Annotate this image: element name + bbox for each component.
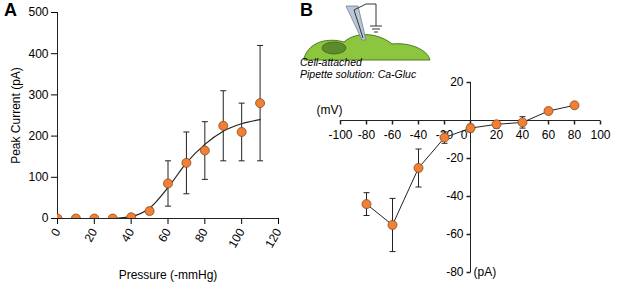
svg-text:20: 20: [450, 75, 464, 89]
svg-text:-100: -100: [328, 128, 352, 142]
svg-text:-20: -20: [435, 128, 454, 143]
svg-text:100: 100: [28, 170, 48, 184]
svg-text:-80: -80: [446, 265, 464, 279]
svg-text:20: 20: [81, 226, 100, 245]
svg-text:-80: -80: [358, 128, 376, 142]
svg-text:-40: -40: [446, 189, 464, 203]
svg-text:Pressure (-mmHg): Pressure (-mmHg): [119, 268, 218, 282]
svg-text:20: 20: [490, 128, 504, 142]
svg-text:Peak Current (pA): Peak Current (pA): [9, 67, 23, 164]
svg-text:40: 40: [516, 128, 530, 142]
svg-text:-60: -60: [384, 128, 402, 142]
svg-text:-60: -60: [446, 227, 464, 241]
html-text:A: A: [4, 0, 17, 20]
svg-text:80: 80: [192, 226, 211, 245]
html-text:B: B: [300, 0, 313, 20]
svg-text:80: 80: [568, 128, 582, 142]
svg-text:120: 120: [262, 226, 284, 251]
svg-text:100: 100: [590, 128, 610, 142]
svg-text:60: 60: [155, 226, 174, 245]
svg-text:200: 200: [28, 129, 48, 143]
svg-text:300: 300: [28, 88, 48, 102]
svg-text:100: 100: [225, 226, 247, 251]
svg-text:500: 500: [28, 5, 48, 19]
html-text:Cell-attached: Cell-attached: [300, 56, 362, 68]
svg-text:0: 0: [460, 128, 468, 143]
svg-text:0: 0: [48, 226, 64, 239]
html-text:Pipette solution: Ca-Gluc: Pipette solution: Ca-Gluc: [300, 68, 417, 80]
svg-text:(pA): (pA): [474, 265, 497, 279]
svg-text:400: 400: [28, 47, 48, 61]
svg-text:-40: -40: [410, 128, 428, 142]
svg-text:-20: -20: [446, 151, 464, 165]
svg-text:0: 0: [42, 211, 49, 225]
svg-text:60: 60: [542, 128, 556, 142]
svg-text:40: 40: [118, 226, 137, 245]
svg-text:(mV): (mV): [317, 103, 343, 117]
